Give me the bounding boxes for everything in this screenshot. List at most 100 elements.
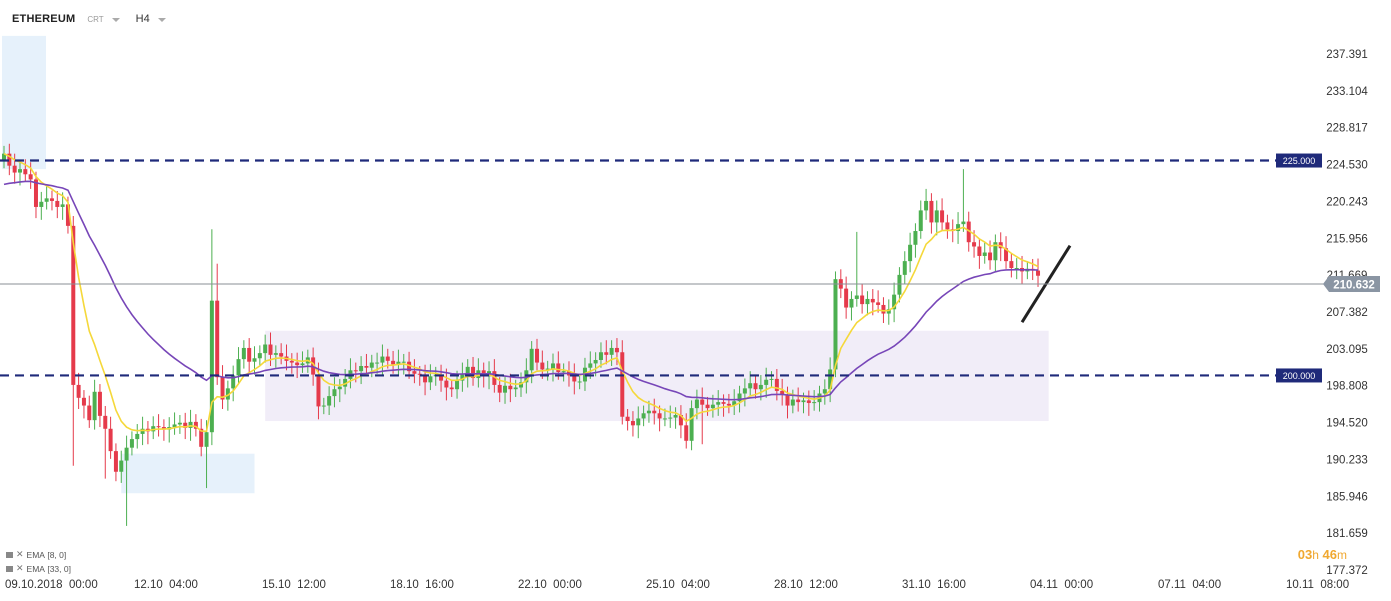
candle [620,352,625,417]
candle [231,375,236,389]
candle [519,382,524,388]
candle [758,384,763,390]
candle [247,347,252,362]
x-tick-label: 09.10.2018 00:00 [5,579,98,591]
candle [956,224,961,232]
candle [881,304,886,314]
y-tick-label: 198.808 [1326,381,1368,393]
candle [684,425,689,441]
candle [364,366,369,368]
candle [577,381,582,383]
candle [353,370,358,372]
candle [748,383,753,389]
candle [188,421,193,428]
candle [55,200,60,207]
candle [444,380,449,388]
x-tick-label: 15.10 12:00 [262,579,326,591]
candle-countdown-timer: 03h 46m [1297,547,1347,562]
indicator-settings-icon[interactable] [6,565,13,572]
candle [652,410,657,414]
candle [193,421,198,429]
candle [135,433,140,440]
candle [726,403,731,406]
candle [689,408,694,441]
level-label: 200.000 [1283,371,1316,381]
candle [81,397,86,406]
candle [646,410,651,414]
x-tick-label: 25.10 04:00 [646,579,710,591]
chart-header: ETHEREUM CRT H4 [12,12,166,26]
candle [449,387,454,390]
candle [263,344,268,354]
candle [913,231,918,245]
candle [742,388,747,394]
candle [529,348,534,371]
candle [929,200,934,223]
candle [630,421,635,426]
candle [17,169,22,173]
candle [508,385,513,390]
timeframe-selector[interactable]: H4 [135,13,150,25]
candle [668,417,673,419]
candle [753,383,758,390]
candle [412,371,417,374]
candle [940,210,945,223]
candle [865,298,870,305]
candle [801,400,806,403]
candle [662,418,667,420]
candle [268,344,273,355]
indicator-settings-icon[interactable] [6,551,13,558]
candle [806,400,811,403]
candle [209,300,214,433]
candle [897,274,902,295]
timeframe-chevron-down-icon[interactable] [157,18,166,22]
candle [241,347,246,360]
candle [972,242,977,247]
candle [934,210,939,223]
candle [721,402,726,404]
candle [876,302,881,305]
candle [604,352,609,355]
candle [49,198,54,201]
candle [1004,248,1009,262]
candle [540,362,545,370]
chart-type-selector[interactable]: CRT [87,14,104,24]
candle [465,366,470,375]
candle [76,384,81,398]
candle [849,298,854,308]
candle [471,366,476,379]
y-tick-label: 207.382 [1326,307,1368,319]
candle [828,369,833,390]
candle [790,399,795,406]
candle [966,221,971,243]
candle [908,244,913,262]
level-badge [1276,368,1322,383]
y-tick-label: 215.956 [1326,233,1368,245]
candle [641,413,646,419]
candle [625,416,630,422]
candle [774,378,779,391]
candle [23,169,28,175]
candle [151,426,156,432]
candle [588,363,593,368]
chart-type-chevron-down-icon[interactable] [111,18,120,22]
remove-indicator-close-icon[interactable]: ✕ [16,549,24,559]
candle [657,413,662,419]
y-tick-label: 237.391 [1326,49,1368,61]
candle [636,418,641,426]
ema-fast-line [3,152,1039,433]
candle [12,165,17,173]
candle [492,371,497,385]
candle [614,347,619,353]
candle [300,363,305,366]
candle [796,399,801,403]
candle [295,362,300,366]
candle [535,348,539,363]
candle [396,361,401,365]
remove-indicator-close-icon[interactable]: ✕ [16,563,24,573]
candle [33,179,38,207]
symbol-label[interactable]: ETHEREUM [12,13,76,25]
candle [380,356,385,363]
candle [705,404,710,409]
